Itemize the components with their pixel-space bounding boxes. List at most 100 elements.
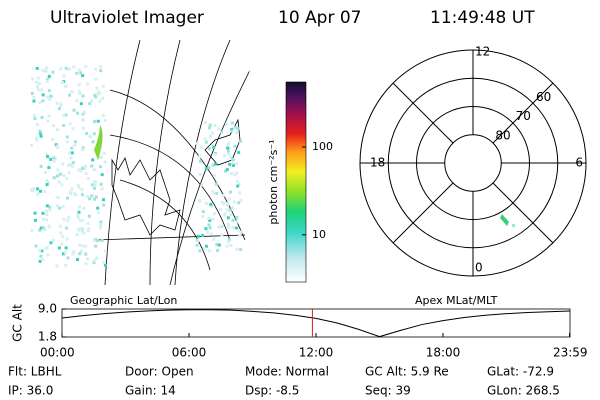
speckle (81, 118, 85, 122)
speckle (84, 244, 88, 248)
speckle (38, 259, 42, 263)
speckle (226, 146, 230, 150)
speckle (94, 244, 98, 248)
speckle (51, 70, 55, 74)
speckle (41, 99, 45, 103)
speckle (94, 95, 98, 99)
polar-spoke (492, 82, 554, 144)
speckle (239, 199, 243, 203)
x-tick-label: 23:59 (553, 346, 588, 360)
speckle (225, 203, 229, 207)
speckle (99, 69, 103, 73)
speckle (62, 173, 66, 177)
speckle (85, 194, 89, 198)
speckle (94, 195, 98, 199)
speckle (77, 68, 81, 72)
speckle (30, 91, 34, 95)
speckle (64, 263, 68, 267)
speckle (80, 148, 84, 152)
speckle (237, 182, 241, 186)
speckle (46, 181, 50, 185)
speckle (215, 243, 219, 247)
speckle (46, 155, 50, 159)
speckle (198, 199, 202, 203)
speckle (62, 114, 66, 118)
speckle (77, 90, 81, 94)
status-field: GLat: -72.9 (487, 365, 554, 379)
polar-hour-label: 0 (475, 261, 483, 275)
speckle (36, 76, 40, 80)
speckle (45, 79, 49, 83)
speckle (96, 119, 100, 123)
speckle (57, 180, 61, 184)
speckle (62, 74, 66, 78)
speckle (88, 102, 92, 106)
speckle (202, 246, 206, 250)
speckle (213, 152, 217, 156)
speckle (60, 80, 64, 84)
speckle (204, 167, 208, 171)
speckle (47, 225, 51, 229)
polar-hour-label: 18 (370, 156, 385, 170)
speckle (231, 161, 235, 165)
speckle (76, 111, 80, 115)
speckle (58, 224, 62, 228)
polar-lat-label: 60 (536, 90, 551, 104)
speckle (34, 244, 38, 248)
speckle (84, 172, 88, 176)
speckle (99, 182, 103, 186)
speckle (47, 166, 51, 170)
speckle (215, 191, 219, 195)
speckle (236, 127, 240, 131)
title: Ultraviolet Imager (50, 8, 204, 28)
speckle (61, 235, 65, 239)
speckle (235, 220, 239, 224)
colorbar-tick-label: 10 (312, 228, 326, 241)
polar-aurora (500, 214, 509, 226)
speckle (75, 233, 79, 237)
speckle (52, 124, 56, 128)
speckle (208, 218, 212, 222)
speckle (214, 182, 218, 186)
speckle (61, 252, 65, 256)
speckle (83, 166, 87, 170)
speckle (227, 141, 231, 145)
speckle (228, 208, 232, 212)
speckle (208, 147, 212, 151)
speckle (208, 123, 212, 127)
speckle (235, 162, 239, 166)
speckle (102, 203, 106, 207)
speckle (45, 152, 49, 156)
speckle (35, 136, 39, 140)
speckle (66, 237, 70, 241)
speckle (55, 264, 59, 268)
polar-hour-label: 6 (575, 156, 583, 170)
speckle (204, 244, 208, 248)
speckle (41, 211, 45, 215)
speckle (220, 233, 224, 237)
altitude-line (61, 309, 571, 338)
speckle (45, 179, 49, 183)
speckle (213, 123, 217, 127)
speckle (92, 132, 96, 136)
speckle (32, 95, 36, 99)
speckle (81, 218, 85, 222)
speckle (98, 155, 102, 159)
speckle (233, 144, 237, 148)
speckle (59, 67, 63, 71)
speckle (76, 258, 80, 262)
status-field: IP: 36.0 (8, 384, 53, 398)
speckle (46, 253, 50, 257)
speckle (220, 130, 224, 134)
speckle (52, 176, 56, 180)
polar-spoke (492, 182, 554, 244)
speckle (38, 131, 42, 135)
speckle (36, 88, 40, 92)
status-field: GC Alt: 5.9 Re (365, 365, 449, 379)
speckle (91, 140, 95, 144)
speckle (237, 151, 241, 155)
speckle (235, 215, 239, 219)
speckle (102, 260, 106, 264)
speckle (235, 171, 239, 175)
